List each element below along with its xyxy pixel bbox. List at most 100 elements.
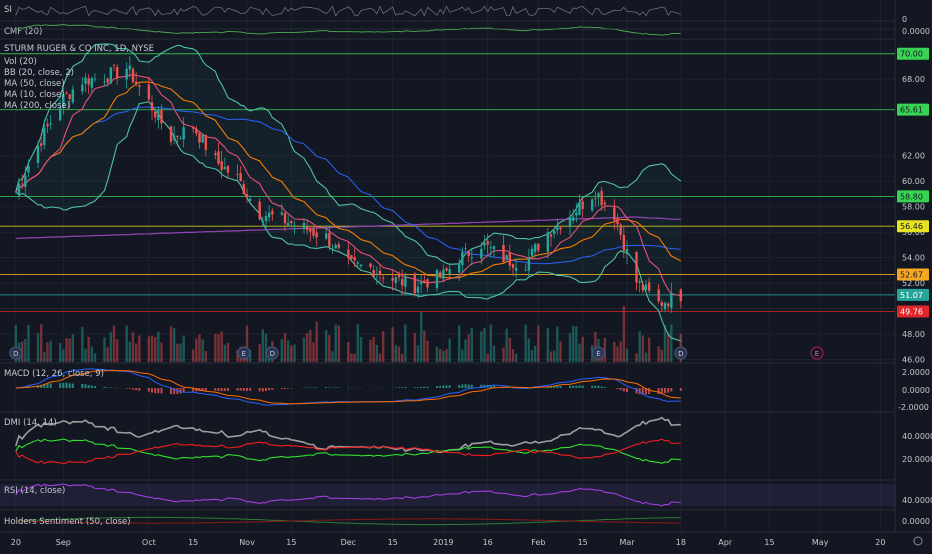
macd-bar xyxy=(227,388,229,391)
volume-bar xyxy=(578,344,580,362)
candle-body xyxy=(236,174,238,175)
candle-body xyxy=(338,244,340,248)
macd-bar xyxy=(556,386,558,388)
volume-bar xyxy=(436,346,438,362)
macd-bar xyxy=(50,384,52,388)
time-tick-label: 20 xyxy=(875,538,885,547)
macd-bar xyxy=(271,388,273,390)
price-tag-label: 58.80 xyxy=(900,192,923,201)
candle-body xyxy=(68,94,70,98)
volume-bar xyxy=(138,335,140,362)
volume-bar xyxy=(448,339,450,362)
volume-bar xyxy=(420,312,422,362)
volume-bar xyxy=(626,349,628,362)
volume-bar xyxy=(24,339,26,362)
volume-bar xyxy=(125,326,127,362)
volume-bar xyxy=(103,337,105,362)
candle-body xyxy=(426,279,428,287)
volume-bar xyxy=(512,349,514,362)
macd-bar xyxy=(601,387,603,388)
volume-bar xyxy=(623,306,625,362)
candle-body xyxy=(505,255,507,260)
volume-bar xyxy=(347,342,349,362)
volume-bar xyxy=(87,337,89,362)
volume-bar xyxy=(151,336,153,362)
indicator-bb: BB (20, close, 2) xyxy=(4,68,74,78)
event-marker-label: D xyxy=(270,350,275,358)
candle-body xyxy=(220,161,222,170)
candle-body xyxy=(293,225,295,227)
candle-body xyxy=(448,269,450,274)
macd-bar xyxy=(414,387,416,388)
candle-body xyxy=(243,184,245,194)
candle-body xyxy=(414,274,416,293)
macd-bar xyxy=(338,387,340,388)
candle-body xyxy=(391,278,393,281)
candle-body xyxy=(350,255,352,259)
candle-body xyxy=(138,85,140,87)
candle-body xyxy=(239,173,241,181)
candle-body xyxy=(509,253,511,266)
macd-bar xyxy=(398,387,400,388)
macd-bar xyxy=(72,384,74,388)
time-tick-label: 20 xyxy=(11,538,21,547)
macd-bar xyxy=(446,385,448,388)
volume-bar xyxy=(262,329,264,362)
candle-body xyxy=(458,265,460,273)
time-tick-label: 15 xyxy=(188,538,198,547)
volume-bar xyxy=(509,338,511,362)
volume-bar xyxy=(62,349,64,362)
candle-body xyxy=(106,79,108,83)
volume-bar xyxy=(43,352,45,362)
candle-body xyxy=(214,153,216,155)
macd-bar xyxy=(180,388,182,394)
candle-body xyxy=(547,232,549,252)
candle-body xyxy=(376,274,378,275)
macd-bar xyxy=(66,383,68,388)
macd-bar xyxy=(132,388,134,390)
volume-bar xyxy=(284,333,286,362)
macd-bar xyxy=(259,388,261,391)
volume-bar xyxy=(325,330,327,362)
macd-label: MACD (12, 26, close, 9) xyxy=(4,369,104,379)
candle-body xyxy=(581,201,583,209)
candle-body xyxy=(72,89,74,102)
rsi-tick-40: 40.0000 xyxy=(902,496,932,505)
rsi-pane: RSI (14, close) 40.0000 xyxy=(0,484,932,506)
volume-bar xyxy=(315,322,317,362)
volume-bar xyxy=(467,334,469,362)
candle-body xyxy=(616,218,618,224)
candle-body xyxy=(480,249,482,259)
volume-bar xyxy=(642,335,644,362)
macd-bar xyxy=(560,386,562,388)
macd-bar xyxy=(617,388,619,389)
volume-bar xyxy=(505,329,507,362)
price-tick-label: 60.00 xyxy=(902,177,925,186)
candle-body xyxy=(224,167,226,170)
macd-bar xyxy=(221,388,223,391)
volume-bar xyxy=(391,327,393,362)
volume-bar xyxy=(265,334,267,362)
macd-bar xyxy=(161,388,163,393)
candle-body xyxy=(160,110,162,124)
volume-bar xyxy=(638,331,640,362)
candle-body xyxy=(201,135,203,143)
candle-body xyxy=(382,278,384,279)
volume-bar xyxy=(113,326,115,362)
candle-body xyxy=(569,218,571,227)
macd-bar xyxy=(313,387,315,388)
macd-bar xyxy=(401,387,403,388)
macd-bar xyxy=(69,383,71,388)
candle-body xyxy=(575,213,577,216)
macd-bar xyxy=(667,388,669,393)
volume-bar xyxy=(667,332,669,362)
volume-bar xyxy=(37,333,39,362)
candle-body xyxy=(395,277,397,283)
volume-bar xyxy=(160,342,162,362)
candle-body xyxy=(626,249,628,254)
candle-body xyxy=(528,258,530,271)
macd-bar xyxy=(243,388,245,391)
volume-bar xyxy=(217,334,219,362)
volume-bar xyxy=(369,340,371,362)
